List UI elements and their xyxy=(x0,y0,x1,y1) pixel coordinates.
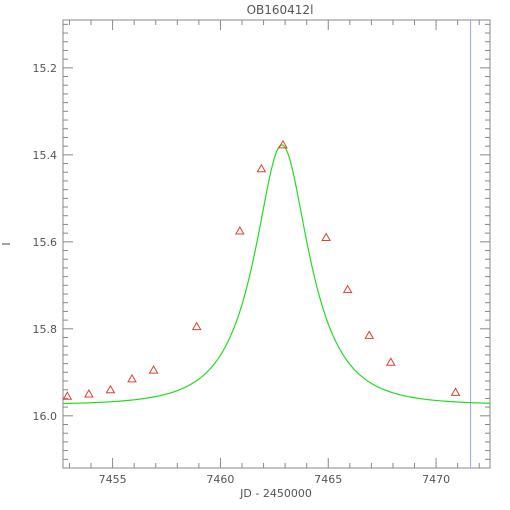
y-tick-label: 15.6 xyxy=(33,236,58,249)
data-point xyxy=(321,232,331,241)
x-tick-label: 7460 xyxy=(206,473,234,486)
data-point xyxy=(62,391,73,400)
data-point xyxy=(105,384,116,394)
data-point xyxy=(191,321,202,331)
y-axis: 15.2 15.4 15.6 15.8 16.0 xyxy=(33,23,490,469)
y-tick-label: 15.2 xyxy=(33,62,58,75)
data-points xyxy=(62,139,461,400)
data-point xyxy=(450,387,461,396)
data-point xyxy=(342,284,353,294)
x-tick-label: 7465 xyxy=(314,473,342,486)
x-axis: 7455 7460 7465 7470 xyxy=(68,20,480,486)
data-point xyxy=(256,163,267,173)
data-point xyxy=(148,365,159,374)
data-point xyxy=(364,330,375,339)
data-point xyxy=(84,389,94,398)
plot-frame xyxy=(62,19,491,469)
data-point xyxy=(127,373,137,383)
x-axis-title: JD - 2450000 xyxy=(239,487,312,500)
data-point xyxy=(278,139,288,149)
x-tick-label: 7455 xyxy=(99,473,127,486)
chart-title: OB160412l xyxy=(247,3,314,17)
model-curve xyxy=(62,144,491,405)
y-tick-label: 15.8 xyxy=(33,323,58,336)
x-tick-label: 7470 xyxy=(422,473,450,486)
y-tick-label: 16.0 xyxy=(33,410,58,423)
data-point xyxy=(234,225,245,235)
y-tick-label: 15.4 xyxy=(33,149,58,162)
y-axis-title: I xyxy=(0,242,13,245)
data-point xyxy=(385,357,396,366)
